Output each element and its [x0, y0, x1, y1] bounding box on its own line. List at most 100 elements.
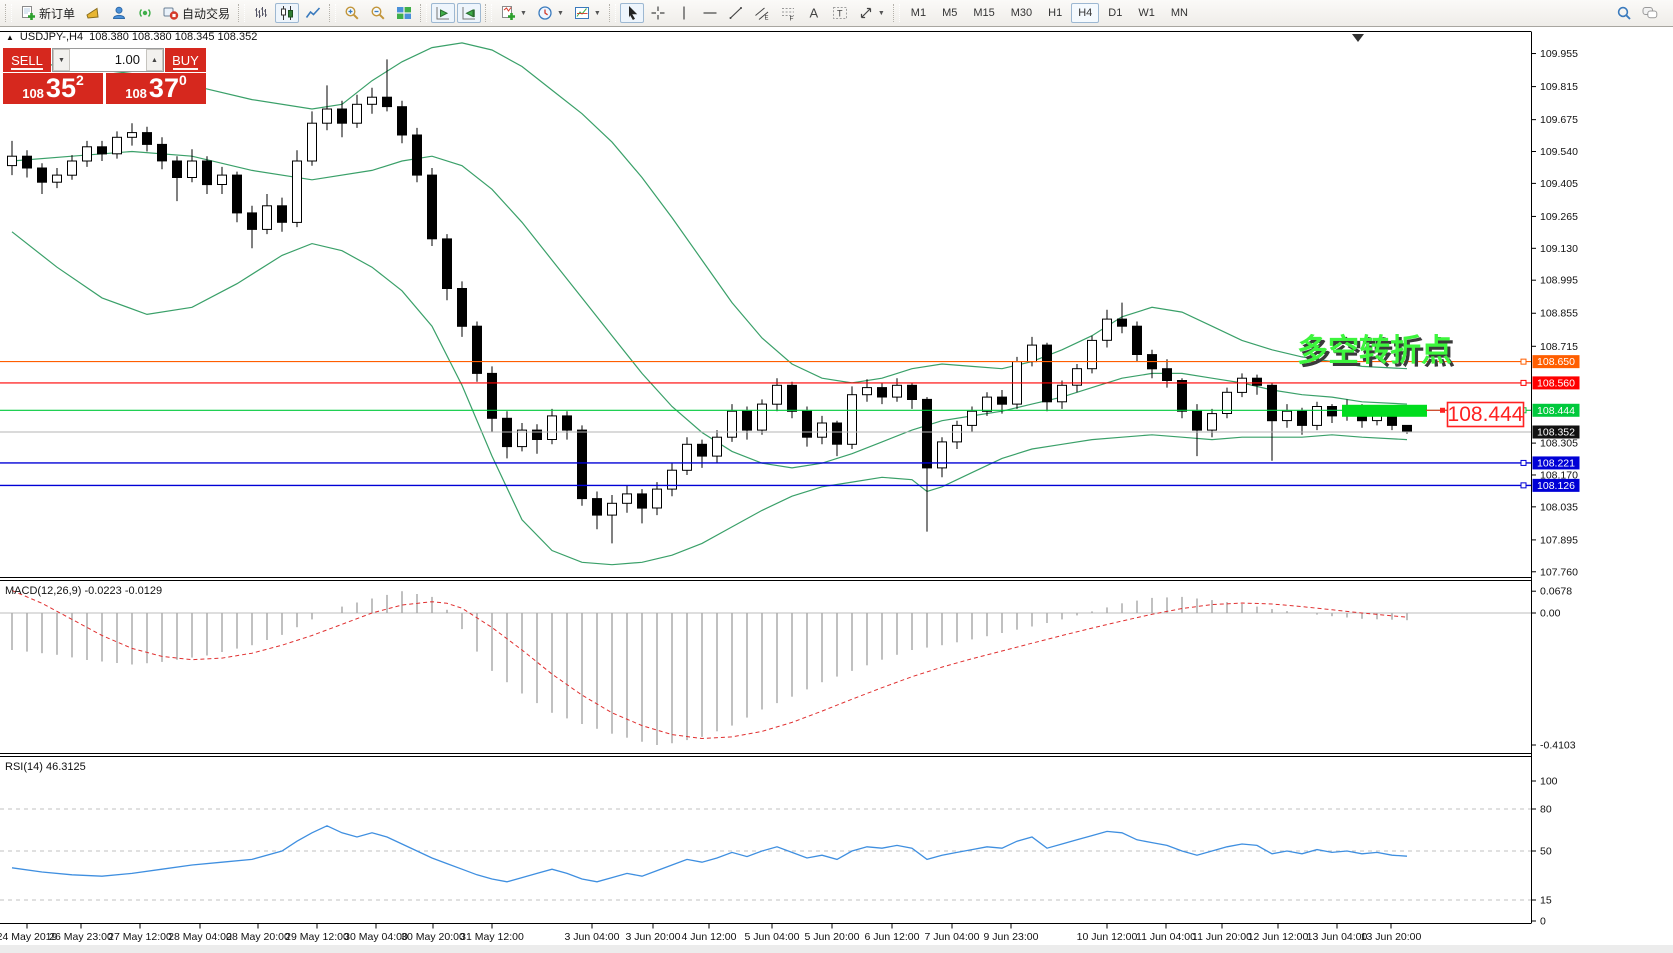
zoom-out-icon — [371, 6, 385, 20]
dropdown-arrow-icon[interactable]: ▼ — [877, 9, 885, 17]
line-chart-button[interactable] — [301, 3, 325, 23]
volume-input[interactable]: 1.00 — [114, 52, 140, 67]
bear-candle — [907, 384, 917, 400]
community-button[interactable] — [107, 3, 131, 23]
tf-m5[interactable]: M5 — [935, 3, 964, 23]
tile-windows-button[interactable] — [392, 3, 416, 23]
svg-text:10 Jun 12:00: 10 Jun 12:00 — [1077, 931, 1138, 943]
tf-m30[interactable]: M30 — [1004, 3, 1039, 23]
channel-button[interactable]: E — [750, 3, 774, 23]
bear-candle — [1132, 325, 1142, 356]
tf-w1[interactable]: W1 — [1131, 3, 1162, 23]
svg-text:107.895: 107.895 — [1540, 534, 1578, 546]
svg-text:9 Jun 23:00: 9 Jun 23:00 — [984, 931, 1039, 943]
zoom-in-button[interactable] — [340, 3, 364, 23]
text-label-button[interactable]: T — [828, 3, 852, 23]
text-button[interactable]: A — [802, 3, 826, 23]
bear-candle — [592, 498, 602, 516]
fibonacci-button[interactable]: F — [776, 3, 800, 23]
bar-chart-button[interactable] — [249, 3, 273, 23]
new-order-button[interactable]: 新订单 — [16, 3, 79, 23]
bear-candle — [97, 146, 107, 155]
bear-candle — [172, 160, 182, 178]
svg-text:30 May 20:00: 30 May 20:00 — [401, 931, 465, 943]
periods-button[interactable]: ▼ — [533, 3, 568, 23]
sell-button[interactable]: SELL — [3, 48, 51, 72]
sell-underline — [11, 68, 43, 70]
svg-text:100: 100 — [1540, 776, 1558, 788]
svg-text:多空转折点: 多空转折点 — [1300, 336, 1455, 371]
toolbar-grip — [608, 4, 616, 22]
svg-text:5 Jun 04:00: 5 Jun 04:00 — [745, 931, 800, 943]
bear-candle — [1162, 368, 1172, 382]
svg-text:108.126: 108.126 — [1537, 480, 1575, 492]
sell-price-display[interactable]: 108 35 2 — [3, 73, 103, 104]
indicators-button[interactable]: ▼ — [496, 3, 531, 23]
svg-text:3 Jun 20:00: 3 Jun 20:00 — [626, 931, 681, 943]
crosshair-icon — [651, 6, 665, 20]
price-axis[interactable]: 109.955 109.815 109.675 109.540 109.405 109.2… — [1531, 48, 1578, 578]
bear-candle — [457, 288, 467, 327]
horizontal-line-button[interactable] — [698, 3, 722, 23]
bull-candle — [1282, 410, 1292, 422]
collapse-panel-icon[interactable]: ▲ — [6, 32, 14, 42]
svg-text:12 Jun 12:00: 12 Jun 12:00 — [1248, 931, 1309, 943]
price-callout-object[interactable]: 108.444 — [1426, 401, 1525, 428]
dropdown-arrow-icon[interactable]: ▼ — [556, 9, 564, 17]
chart-shift-button[interactable] — [457, 3, 482, 23]
community-icon — [113, 6, 126, 19]
search-button[interactable] — [1612, 3, 1636, 23]
buy-button[interactable]: BUY — [165, 48, 206, 72]
tf-d1[interactable]: D1 — [1101, 3, 1129, 23]
bollinger-bands — [11, 42, 1408, 566]
svg-text:108.650: 108.650 — [1537, 356, 1575, 368]
candlestick-chart-button[interactable] — [275, 3, 300, 23]
signals-button[interactable] — [133, 3, 157, 23]
buy-button-label: BUY — [172, 52, 199, 68]
tf-m15[interactable]: M15 — [966, 3, 1001, 23]
svg-text:E: E — [764, 16, 768, 22]
autotrading-button[interactable]: 自动交易 — [159, 3, 234, 23]
cursor-button[interactable] — [619, 3, 644, 23]
bull-candle — [1027, 344, 1037, 363]
buy-price-display[interactable]: 108 37 0 — [106, 73, 206, 104]
tf-m1[interactable]: M1 — [904, 3, 933, 23]
svg-text:108.221: 108.221 — [1537, 457, 1575, 469]
volume-increase-button[interactable]: ▲ — [146, 49, 163, 71]
dropdown-arrow-icon[interactable]: ▼ — [520, 9, 527, 17]
svg-text:28 May 20:00: 28 May 20:00 — [226, 931, 290, 943]
horizontal-line-objects[interactable]: 108.650 108.560 108.444 108.221 108.126 — [0, 355, 1580, 492]
svg-text:7 Jun 04:00: 7 Jun 04:00 — [925, 931, 980, 943]
zoom-in-icon — [345, 6, 359, 20]
volume-decrease-button[interactable]: ▼ — [53, 49, 70, 71]
bull-candle — [127, 132, 137, 138]
svg-text:26 May 23:00: 26 May 23:00 — [49, 931, 113, 943]
chart-shift-marker[interactable] — [1352, 34, 1364, 42]
alert-button[interactable] — [81, 3, 105, 23]
highlight-bar-object[interactable] — [1342, 404, 1427, 417]
vertical-line-button[interactable] — [672, 3, 696, 23]
templates-button[interactable]: ▼ — [570, 3, 605, 23]
tf-h4[interactable]: H4 — [1071, 3, 1100, 23]
trendline-button[interactable] — [724, 3, 748, 23]
bear-candle — [487, 372, 497, 419]
svg-text:0: 0 — [1540, 916, 1546, 928]
chat-button[interactable] — [1638, 3, 1662, 23]
dropdown-arrow-icon[interactable]: ▼ — [593, 9, 601, 17]
arrows-button[interactable]: ▼ — [854, 3, 889, 23]
bull-candle — [322, 108, 332, 124]
bollinger-middle-band — [11, 150, 1408, 469]
tf-h1[interactable]: H1 — [1041, 3, 1069, 23]
tf-mn[interactable]: MN — [1164, 3, 1195, 23]
buy-underline — [173, 68, 198, 70]
zoom-out-button[interactable] — [366, 3, 390, 23]
svg-text:108.444: 108.444 — [1448, 403, 1524, 426]
crosshair-button[interactable] — [646, 3, 670, 23]
svg-text:5 Jun 20:00: 5 Jun 20:00 — [805, 931, 860, 943]
bull-candle — [967, 410, 977, 426]
svg-text:109.540: 109.540 — [1540, 146, 1578, 158]
auto-scroll-button[interactable] — [431, 3, 456, 23]
